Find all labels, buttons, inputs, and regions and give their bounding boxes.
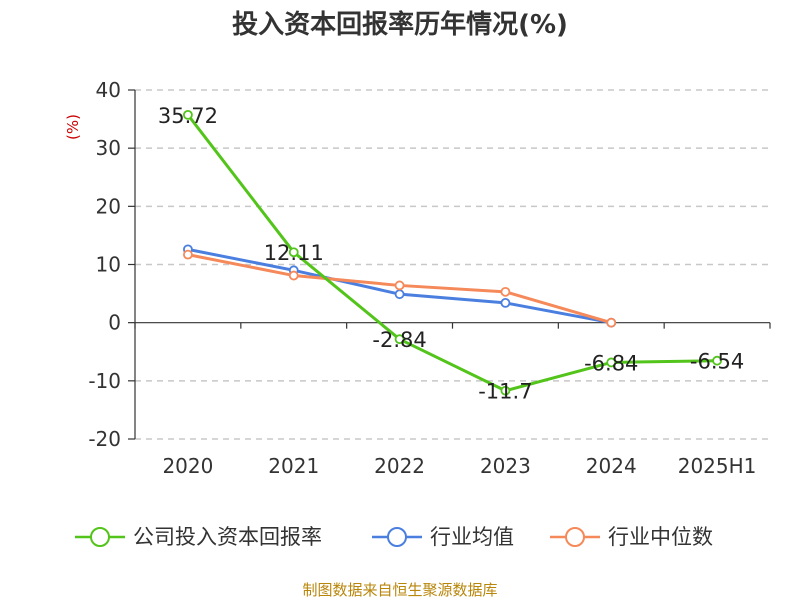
- legend-label: 公司投入资本回报率: [133, 525, 322, 549]
- series-point-1[interactable]: [500, 297, 511, 308]
- source-note: 制图数据来自恒生聚源数据库: [302, 581, 497, 599]
- series-point-0[interactable]: [394, 334, 405, 345]
- legend-item-1[interactable]: 行业均值: [372, 525, 514, 549]
- y-tick-label: -20: [88, 427, 121, 451]
- axes: 40 30 20 10 0 -10 -20 2020 2021 2022 2023 2024 2025H…: [88, 78, 771, 478]
- series-point-1[interactable]: [394, 289, 405, 300]
- legend-item-2[interactable]: 行业中位数: [550, 525, 713, 549]
- data-labels: 35.72 12.11 -2.84 -11.7 -6.84 -6.54: [158, 104, 744, 404]
- x-tick-label: 2022: [374, 454, 425, 478]
- series-point-2[interactable]: [500, 286, 511, 297]
- y-tick-label: 30: [96, 136, 121, 160]
- data-label: -2.84: [372, 328, 426, 352]
- series-group: [183, 109, 722, 396]
- data-label: 35.72: [158, 104, 218, 128]
- legend-marker: [387, 527, 407, 547]
- series-point-0[interactable]: [712, 355, 722, 366]
- x-tick-label: 2020: [162, 454, 213, 478]
- legend-label: 行业中位数: [608, 525, 713, 549]
- series-point-0[interactable]: [183, 109, 193, 120]
- grid-lines: [135, 89, 770, 440]
- y-axis-label: (%): [64, 114, 82, 140]
- series-point-0[interactable]: [288, 247, 299, 258]
- y-tick-label: 0: [108, 311, 121, 335]
- legend[interactable]: 公司投入资本回报率 行业均值 行业中位数: [75, 525, 713, 549]
- y-tick-label: 10: [96, 253, 121, 277]
- y-tick-label: 40: [96, 78, 121, 102]
- y-tick-label: 20: [96, 194, 121, 218]
- x-tick-label: 2025H1: [678, 454, 757, 478]
- legend-marker: [90, 527, 110, 547]
- chart-title: 投入资本回报率历年情况(%): [232, 9, 568, 40]
- legend-label: 行业均值: [430, 525, 514, 549]
- data-label: 12.11: [264, 241, 324, 265]
- series-line-0: [186, 113, 718, 393]
- data-label: -11.7: [478, 380, 532, 404]
- y-tick-label: -10: [88, 369, 121, 393]
- x-tick-label: 2021: [268, 454, 319, 478]
- data-label: -6.54: [690, 350, 744, 374]
- series-point-0[interactable]: [500, 385, 511, 396]
- legend-marker: [565, 527, 585, 547]
- x-tick-label: 2023: [480, 454, 531, 478]
- data-label: -6.84: [584, 351, 638, 375]
- series-point-2[interactable]: [394, 280, 405, 291]
- series-point-2[interactable]: [183, 249, 193, 260]
- legend-item-0[interactable]: 公司投入资本回报率: [75, 525, 322, 549]
- series-point-0[interactable]: [606, 357, 617, 368]
- series-point-2[interactable]: [288, 270, 299, 281]
- x-tick-label: 2024: [586, 454, 637, 478]
- series-point-2[interactable]: [606, 317, 617, 328]
